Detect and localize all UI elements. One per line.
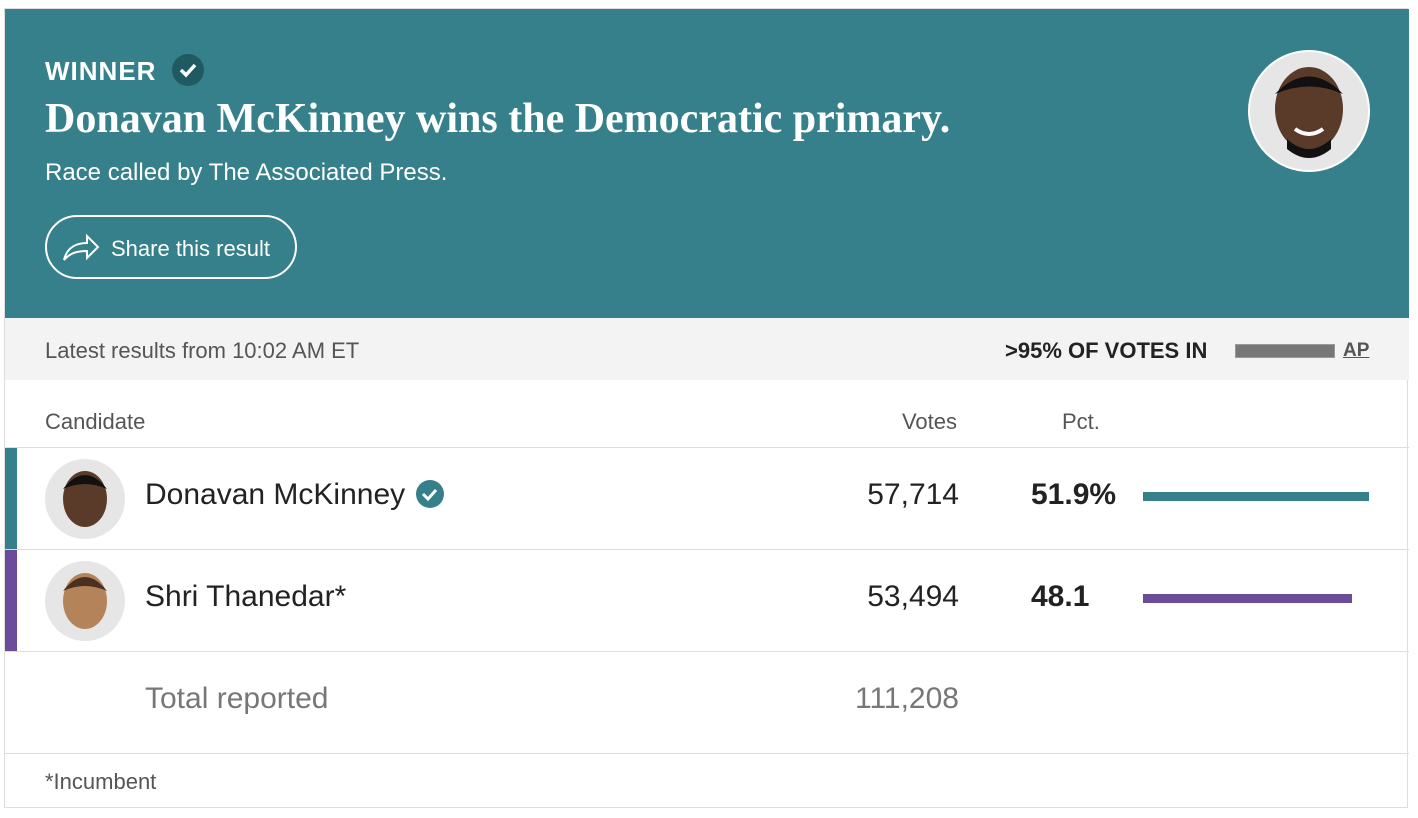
check-bg (416, 480, 445, 508)
candidate-pct: 51.9% (1031, 478, 1117, 511)
subtitle: Race called by The Associated Press. (45, 159, 448, 186)
results-card: WINNER Donavan McKinney wins the Democra… (4, 8, 1409, 810)
total-votes: 111,208 (855, 682, 959, 715)
latest-time: Latest results from 10:02 AM ET (45, 338, 360, 363)
share-icon (63, 233, 100, 261)
footnote: *Incumbent (45, 769, 157, 794)
col-pct: Pct. (1062, 409, 1100, 434)
badge-text: WINNER (45, 56, 157, 86)
col-candidate: Candidate (45, 409, 146, 434)
candidate-row: Donavan McKinney 57,714 51.9% (5, 447, 1409, 550)
check-mark (422, 489, 438, 502)
total-label: Total reported (145, 682, 329, 715)
candidate-name: Shri Thanedar* (145, 580, 347, 613)
candidate-votes: 57,714 (867, 478, 959, 511)
pct-bar (1143, 492, 1369, 501)
winner-photo (1248, 50, 1370, 172)
status-bar: Latest results from 10:02 AM ET >95% OF … (5, 318, 1409, 380)
footer: *Incumbent (5, 753, 1409, 810)
candidate-votes: 53,494 (867, 580, 959, 613)
candidate-name: Donavan McKinney (145, 478, 445, 512)
headline: Donavan McKinney wins the Democratic pri… (45, 96, 951, 142)
winner-check (416, 480, 445, 508)
party-strip (5, 448, 17, 549)
photo-hair (63, 475, 107, 489)
votes-in: >95% OF VOTES IN (1005, 338, 1208, 363)
header: WINNER Donavan McKinney wins the Democra… (5, 9, 1409, 318)
source-link[interactable]: AP (1343, 340, 1370, 361)
candidate-row: Shri Thanedar* 53,494 48.1 (5, 549, 1409, 652)
share-button[interactable]: Share this result (45, 215, 297, 279)
pct-bar (1143, 594, 1353, 603)
candidate-photo (45, 561, 125, 641)
photo-hair (63, 577, 107, 591)
candidate-pct: 48.1 (1031, 580, 1090, 613)
winner-badge: WINNER (45, 53, 205, 87)
votes-in-bar (1235, 344, 1335, 358)
col-votes: Votes (901, 409, 957, 434)
share-label: Share this result (111, 236, 270, 261)
candidate-photo (45, 459, 125, 539)
total-row: Total reported 111,208 (5, 651, 1409, 754)
party-strip (5, 550, 17, 651)
check-icon (171, 54, 204, 86)
